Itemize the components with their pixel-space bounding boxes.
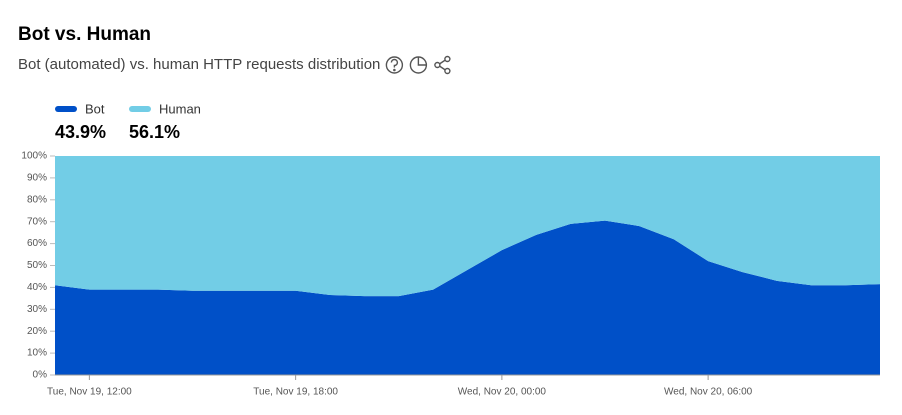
x-tick-label: Tue, Nov 19, 18:00 <box>253 387 338 398</box>
y-tick-label: 50% <box>27 260 47 271</box>
legend-value: 43.9% <box>55 122 106 142</box>
x-tick-label: Wed, Nov 20, 00:00 <box>458 387 547 398</box>
chart-title: Bot vs. Human <box>18 24 151 45</box>
y-tick-label: 40% <box>27 282 47 293</box>
legend-label: Human <box>159 101 201 116</box>
y-tick-label: 80% <box>27 194 47 205</box>
toolbar-icons <box>385 55 451 75</box>
legend-label: Bot <box>85 101 105 116</box>
y-tick-label: 60% <box>27 238 47 249</box>
pie-icon[interactable] <box>409 56 428 74</box>
legend-swatch <box>129 106 151 112</box>
y-tick-label: 100% <box>21 151 47 162</box>
y-tick-label: 20% <box>27 326 47 337</box>
x-tick-label: Wed, Nov 20, 06:00 <box>664 387 753 398</box>
area <box>55 220 880 375</box>
y-tick-label: 0% <box>33 370 48 381</box>
area <box>55 156 880 297</box>
y-tick-label: 70% <box>27 216 47 227</box>
legend-swatch <box>55 106 77 112</box>
chart-subtitle: Bot (automated) vs. human HTTP requests … <box>18 56 380 73</box>
share-icon[interactable] <box>434 55 451 75</box>
y-tick-label: 90% <box>27 173 47 184</box>
legend-value: 56.1% <box>129 122 180 142</box>
x-tick-label: Tue, Nov 19, 12:00 <box>47 387 132 398</box>
help-icon[interactable] <box>385 56 404 74</box>
y-tick-label: 10% <box>27 348 47 359</box>
y-tick-label: 30% <box>27 304 47 315</box>
